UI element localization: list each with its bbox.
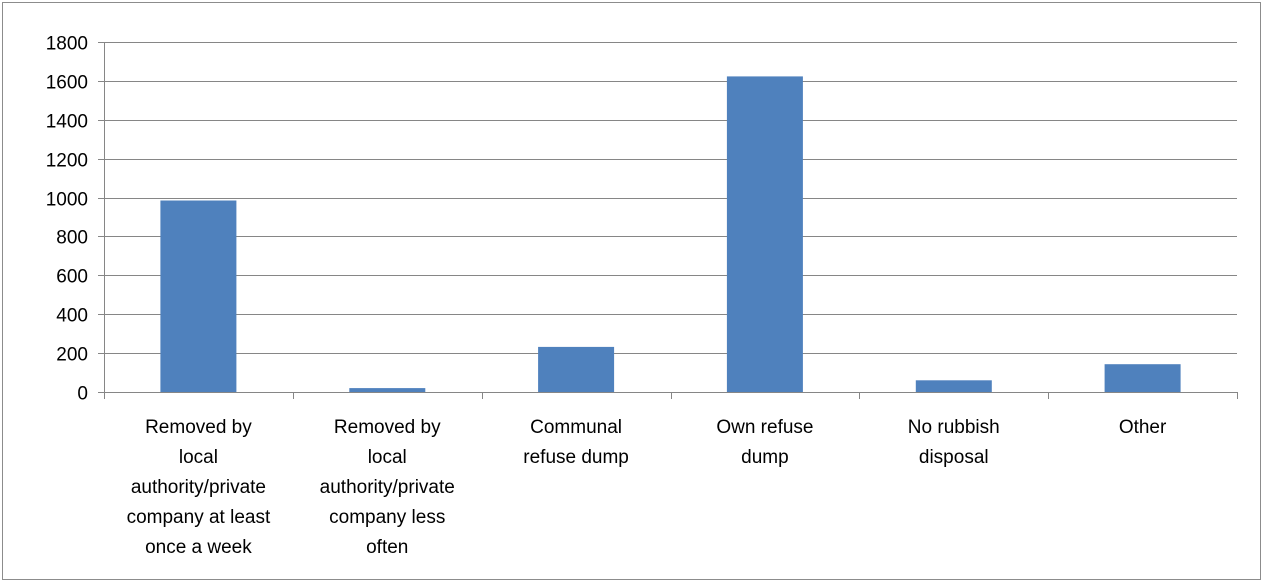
x-category-label: Communal refuse dump — [523, 417, 629, 468]
x-category-label-line: refuse dump — [523, 447, 629, 468]
gridlines — [104, 42, 1237, 393]
bar — [1104, 364, 1181, 392]
x-category-label-line: authority/private — [320, 477, 455, 498]
x-category-label: Removed by local authority/private company … — [320, 417, 455, 558]
x-category-label-line: local — [179, 447, 218, 468]
x-category-label-line: Removed by — [145, 417, 252, 438]
bar — [915, 380, 992, 392]
y-tick-label: 1000 — [46, 190, 88, 211]
y-axis: 0 200 400 600 800 1000 1200 1400 1600 1800 — [46, 34, 105, 405]
y-tick-label: 800 — [56, 228, 88, 249]
x-category-label-line: local — [368, 447, 407, 468]
x-category-label-line: Communal — [530, 417, 622, 438]
bar — [538, 346, 615, 392]
x-category-label-line: No rubbish — [908, 417, 1000, 438]
x-category-label-line: often — [366, 537, 408, 558]
x-category-label-line: authority/private — [131, 477, 266, 498]
x-category-label-line: Removed by — [334, 417, 441, 438]
x-category-label: Other — [1119, 417, 1167, 438]
x-category-label-line: Other — [1119, 417, 1167, 438]
bar — [349, 388, 426, 392]
y-tick-label: 1200 — [46, 151, 88, 172]
x-category-label-line: company less — [329, 507, 445, 528]
x-category-label: Removed by local authority/private company … — [127, 417, 271, 558]
x-axis — [104, 392, 1238, 399]
y-tick-label: 1600 — [46, 73, 88, 94]
x-category-label-line: disposal — [919, 447, 989, 468]
x-category-label: No rubbish disposal — [908, 417, 1000, 468]
y-tick-label: 1800 — [46, 34, 88, 55]
bar — [160, 200, 237, 392]
category-labels: Removed by local authority/private company … — [127, 417, 1167, 558]
x-category-label: Own refuse dump — [716, 417, 813, 468]
bar — [726, 76, 803, 393]
y-tick-label: 0 — [77, 384, 88, 405]
x-category-label-line: dump — [741, 447, 789, 468]
y-tick-label: 600 — [56, 267, 88, 288]
x-category-label-line: Own refuse — [716, 417, 813, 438]
x-category-label-line: once a week — [145, 537, 252, 558]
y-tick-label: 200 — [56, 345, 88, 366]
y-tick-label: 1400 — [46, 112, 88, 133]
y-tick-label: 400 — [56, 306, 88, 327]
bars — [160, 76, 1181, 393]
x-category-label-line: company at least — [127, 507, 271, 528]
